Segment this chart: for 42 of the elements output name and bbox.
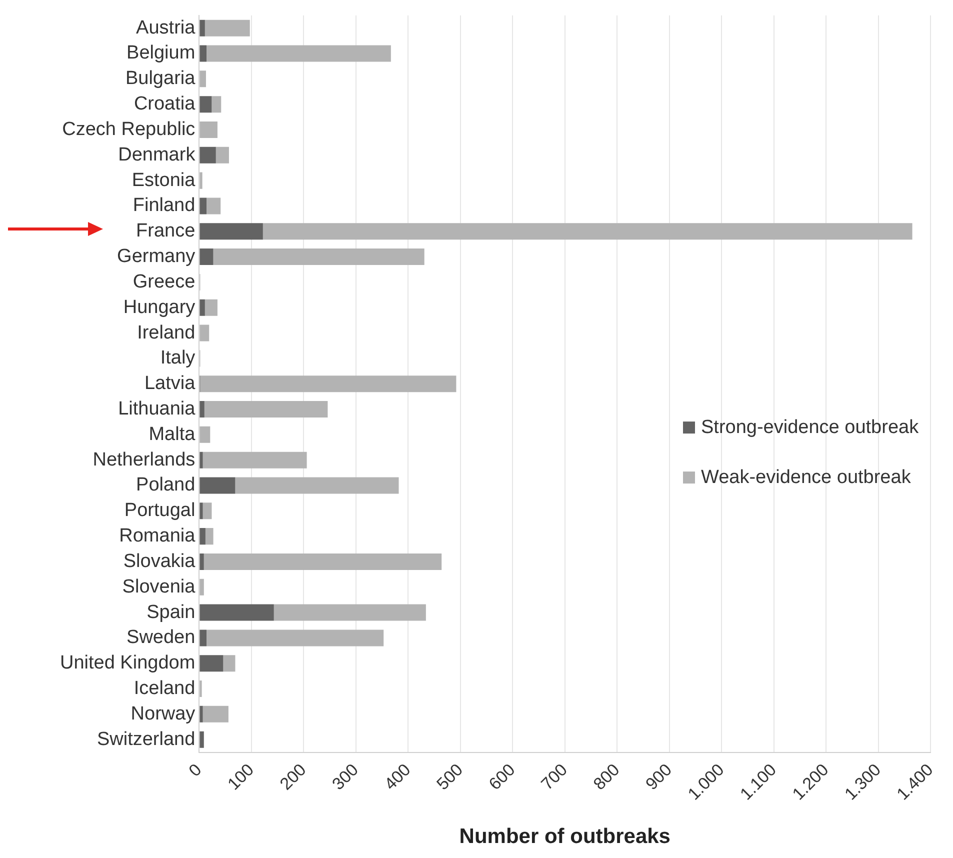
- y-tick-label: Lithuania: [118, 398, 196, 420]
- y-tick-label: Croatia: [134, 94, 196, 115]
- x-tick-label: 200: [276, 760, 310, 794]
- legend-label: Strong-evidence outbreak: [700, 416, 920, 438]
- x-tick-label: 300: [328, 760, 362, 794]
- y-tick-label: Czech Republic: [62, 118, 196, 140]
- y-tick-label: Norway: [130, 703, 196, 724]
- x-tick-label: 500: [433, 760, 467, 794]
- y-tick-label: Finland: [132, 195, 196, 216]
- y-tick-label: Poland: [136, 474, 196, 496]
- x-tick-label: 800: [590, 760, 624, 794]
- x-tick-label: 900: [642, 760, 676, 794]
- y-tick-label: Ireland: [137, 322, 196, 344]
- y-tick-label: Romania: [119, 526, 196, 547]
- y-tick-label: Austria: [136, 17, 196, 38]
- y-tick-label: Slovakia: [123, 550, 196, 572]
- y-tick-label: Bulgaria: [125, 68, 196, 90]
- y-tick-label: Malta: [148, 424, 196, 445]
- y-tick-label: United Kingdom: [60, 652, 196, 674]
- y-tick-label: Iceland: [134, 678, 196, 700]
- y-tick-label: Italy: [160, 348, 196, 369]
- y-tick-label: Greece: [132, 271, 196, 292]
- y-tick-label: Belgium: [126, 42, 196, 64]
- y-tick-label: Netherlands: [92, 449, 196, 470]
- y-tick-label: Slovenia: [122, 576, 196, 598]
- x-tick-label: 400: [380, 760, 414, 794]
- y-tick-label: Spain: [146, 602, 196, 623]
- y-tick-label: France: [136, 220, 196, 242]
- x-tick-label: 600: [485, 760, 519, 794]
- y-tick-label: Switzerland: [96, 728, 196, 750]
- y-tick-label: Portugal: [124, 500, 196, 522]
- y-tick-label: Denmark: [118, 144, 196, 166]
- y-tick-label: Sweden: [126, 627, 196, 648]
- legend-label: Weak-evidence outbreak: [700, 466, 912, 488]
- x-tick-label: 100: [224, 760, 258, 794]
- x-axis-title: Number of outbreaks: [459, 825, 670, 848]
- x-tick-label: 0: [185, 760, 206, 780]
- y-tick-label: Hungary: [123, 296, 196, 318]
- y-tick-label: Germany: [117, 246, 196, 268]
- y-tick-label: Latvia: [144, 373, 196, 394]
- x-tick-label: 700: [538, 760, 572, 794]
- y-tick-label: Estonia: [132, 170, 196, 191]
